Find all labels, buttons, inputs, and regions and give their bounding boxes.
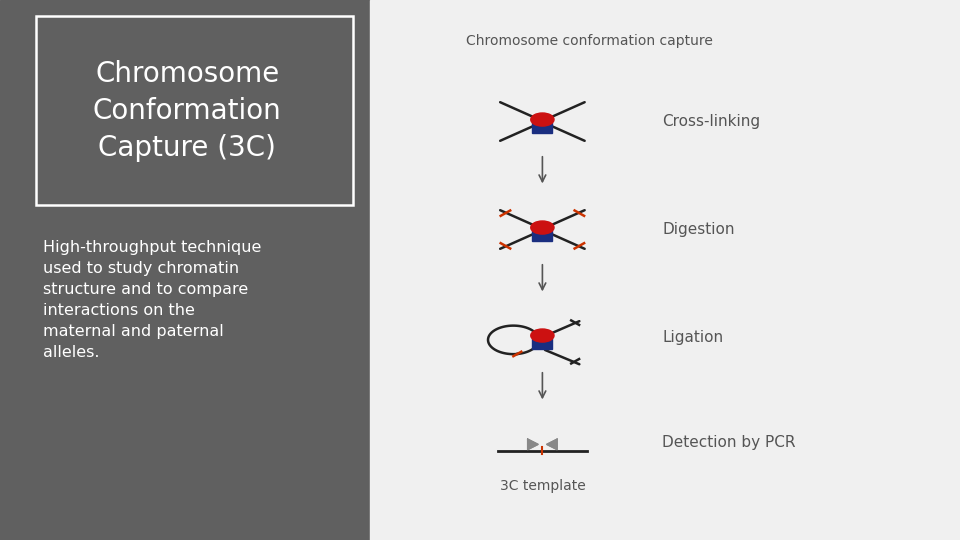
Bar [533, 122, 552, 133]
Text: Detection by PCR: Detection by PCR [662, 435, 796, 450]
Text: Ligation: Ligation [662, 330, 724, 345]
Polygon shape [528, 439, 539, 450]
Circle shape [531, 329, 554, 342]
Polygon shape [546, 439, 557, 450]
Text: 3C template: 3C template [499, 479, 586, 493]
Bar [533, 338, 552, 349]
Circle shape [531, 221, 554, 234]
Bar [0, 0, 370, 540]
Bar [533, 230, 552, 241]
Text: High-throughput technique
used to study chromatin
structure and to compare
inter: High-throughput technique used to study … [43, 240, 261, 360]
Bar [370, 0, 960, 540]
Bar [36, 16, 353, 205]
Text: Chromosome
Conformation
Capture (3C): Chromosome Conformation Capture (3C) [93, 60, 281, 161]
Text: Chromosome conformation capture: Chromosome conformation capture [466, 33, 712, 48]
Text: Cross-linking: Cross-linking [662, 114, 760, 129]
Circle shape [531, 113, 554, 126]
Text: Digestion: Digestion [662, 222, 735, 237]
